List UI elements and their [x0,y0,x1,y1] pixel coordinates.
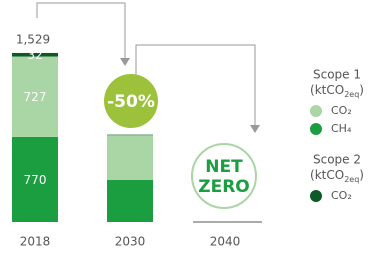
arrow-line [36,2,126,60]
legend-swatch [310,105,322,117]
legend-label: CH₄ [331,122,352,135]
x-tick-label: 2018 [20,235,51,249]
net-zero-label: NET [205,157,243,177]
x-tick-label: 2030 [115,235,146,249]
legend-unit-text: (ktCO [310,168,344,182]
x-tick-label: 2040 [210,235,241,249]
bar-segment [12,56,58,137]
legend-unit-sub: 2eq [344,175,359,184]
legend-swatch [310,123,322,135]
legend-unit-sub: 2eq [344,90,359,99]
data-label: 32 [27,48,42,62]
data-label: 727 [24,90,47,104]
arrow-line [135,44,256,127]
bar-segment [107,134,153,136]
total-label: 1,529 [16,32,50,46]
legend-title: Scope 2 [313,153,361,167]
legend-title: Scope 1 [313,68,361,82]
legend-swatch [310,190,322,202]
reduction-badge [104,74,158,128]
arrowhead [120,58,130,66]
reduction-label: -50% [107,92,155,112]
legend-unit: (ktCO2eq) [310,83,364,99]
legend-unit-end: ) [359,168,364,182]
bar-segment [107,179,153,222]
legend-label: CO₂ [331,104,352,117]
data-label: 770 [24,173,47,187]
legend-unit-text: (ktCO [310,83,344,97]
net-zero-label: ZERO [198,177,249,197]
bar-segment [107,135,153,180]
arrowhead [250,125,260,133]
legend-label: CO₂ [331,189,352,202]
bar-segment [12,52,58,57]
bar-segment [12,136,58,222]
legend-unit: (ktCO2eq) [310,168,364,184]
net-zero-badge [191,143,257,209]
legend-unit-end: ) [359,83,364,97]
